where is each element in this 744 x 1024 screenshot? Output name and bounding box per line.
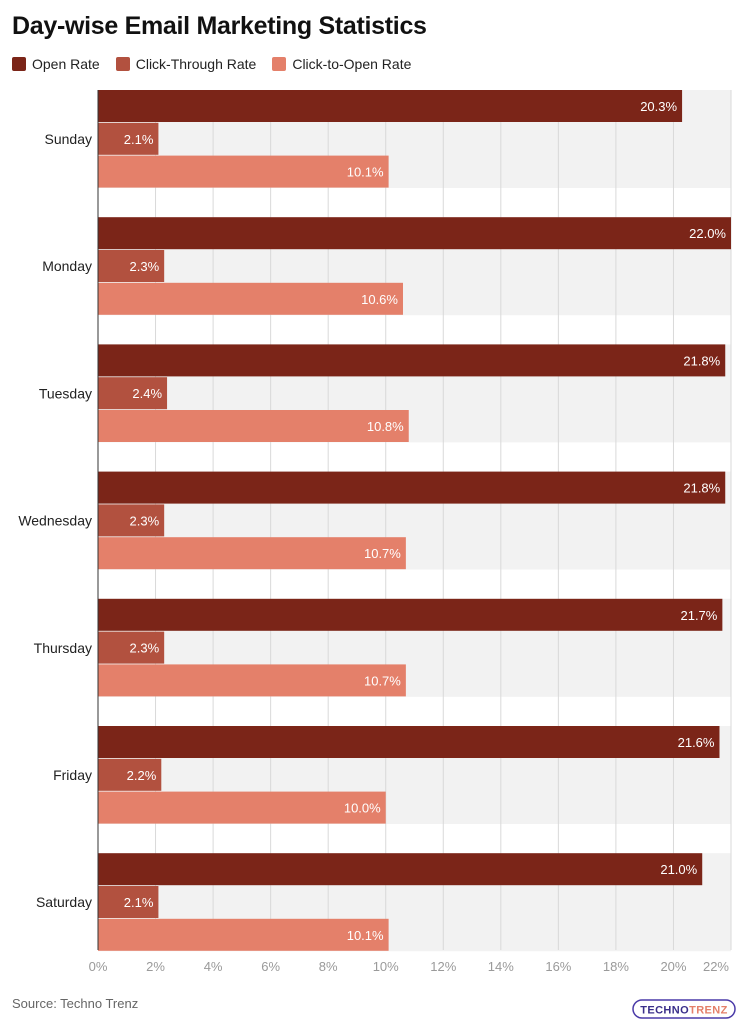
bar-monday-open-rate (98, 217, 731, 250)
x-tick-label: 4% (204, 959, 223, 974)
data-label-thursday-click-to-open-rate: 10.7% (364, 673, 401, 688)
legend-item-click-to-open-rate: Click-to-Open Rate (272, 56, 411, 72)
data-label-saturday-open-rate: 21.0% (660, 862, 697, 877)
bar-thursday-open-rate (98, 598, 723, 631)
chart-title: Day-wise Email Marketing Statistics (12, 12, 427, 40)
x-tick-label: 0% (89, 959, 108, 974)
x-tick-label: 10% (373, 959, 399, 974)
x-tick-label: 14% (488, 959, 514, 974)
data-label-sunday-click-through-rate: 2.1% (124, 132, 154, 147)
x-tick-label: 2% (146, 959, 165, 974)
bar-wednesday-click-to-open-rate (98, 537, 406, 570)
bar-wednesday-click-through-rate (98, 504, 165, 537)
data-label-tuesday-click-to-open-rate: 10.8% (367, 419, 404, 434)
data-label-monday-click-to-open-rate: 10.6% (361, 292, 398, 307)
bar-wednesday-open-rate (98, 471, 726, 504)
data-label-friday-open-rate: 21.6% (678, 735, 715, 750)
legend-swatch-open-rate (12, 57, 26, 71)
y-category-label: Wednesday (18, 513, 92, 529)
bar-thursday-click-to-open-rate (98, 664, 406, 697)
bar-chart: 0% 2% 4% 6% 8% 10% 12% 14% 16% 18% 20% 22% 20.3% 2.1%… (18, 90, 732, 974)
legend-label-click-to-open-rate: Click-to-Open Rate (292, 56, 412, 72)
data-label-friday-click-through-rate: 2.2% (127, 768, 157, 783)
bar-tuesday-click-through-rate (98, 377, 168, 410)
data-label-saturday-click-to-open-rate: 10.1% (347, 928, 384, 943)
data-label-sunday-click-to-open-rate: 10.1% (347, 165, 384, 180)
data-label-tuesday-click-through-rate: 2.4% (132, 386, 162, 401)
bar-sunday-click-through-rate (98, 122, 159, 155)
x-tick-label: 16% (545, 959, 571, 974)
chart-legend: Open Rate Click-Through Rate Click-to-Op… (12, 56, 411, 72)
legend-label-click-through-rate: Click-Through Rate (135, 56, 257, 72)
data-label-tuesday-open-rate: 21.8% (683, 353, 720, 368)
x-tick-label: 18% (603, 959, 629, 974)
svg-text:TECHNOTRENZ: TECHNOTRENZ (640, 1005, 728, 1017)
data-label-sunday-open-rate: 20.3% (640, 99, 677, 114)
bar-saturday-click-through-rate (98, 886, 159, 918)
legend-swatch-click-to-open-rate (272, 57, 287, 71)
x-tick-label: 20% (660, 959, 686, 974)
techno-trenz-logo: TECHNOTRENZ (632, 999, 736, 1019)
bar-sunday-open-rate (98, 90, 683, 122)
data-label-saturday-click-through-rate: 2.1% (124, 895, 154, 910)
legend-item-click-through-rate: Click-Through Rate (115, 56, 257, 72)
bar-saturday-open-rate (98, 853, 703, 886)
bar-sunday-click-to-open-rate (98, 155, 389, 188)
y-category-label: Friday (53, 767, 92, 783)
bar-friday-open-rate (98, 726, 720, 758)
x-tick-label: 12% (430, 959, 456, 974)
data-label-monday-click-through-rate: 2.3% (130, 259, 160, 274)
x-tick-label: 8% (319, 959, 338, 974)
bar-tuesday-open-rate (98, 344, 726, 377)
bar-friday-click-through-rate (98, 758, 162, 791)
data-label-wednesday-click-to-open-rate: 10.7% (364, 546, 401, 561)
bar-saturday-click-to-open-rate (98, 918, 389, 951)
y-category-label: Saturday (36, 894, 92, 910)
logo-text-techno: TECHNO (640, 1005, 689, 1017)
x-tick-label: 22% (703, 959, 729, 974)
bar-thursday-click-through-rate (98, 631, 165, 664)
bar-tuesday-click-to-open-rate (98, 410, 409, 442)
data-label-wednesday-open-rate: 21.8% (683, 481, 720, 496)
legend-item-open-rate: Open Rate (12, 56, 100, 72)
legend-swatch-click-through-rate (115, 57, 130, 71)
logo-text-trenz: TRENZ (689, 1005, 728, 1017)
y-category-label: Thursday (34, 640, 92, 656)
y-category-label: Sunday (45, 131, 92, 147)
data-label-wednesday-click-through-rate: 2.3% (130, 513, 160, 528)
data-label-thursday-click-through-rate: 2.3% (130, 641, 160, 656)
data-label-thursday-open-rate: 21.7% (680, 608, 717, 623)
bar-friday-click-to-open-rate (98, 791, 386, 824)
source-note: Source: Techno Trenz (12, 996, 139, 1011)
data-label-friday-click-to-open-rate: 10.0% (344, 801, 381, 816)
y-category-label: Monday (42, 258, 92, 274)
x-tick-label: 6% (261, 959, 280, 974)
bar-monday-click-to-open-rate (98, 282, 403, 315)
bar-monday-click-through-rate (98, 250, 165, 282)
data-label-monday-open-rate: 22.0% (689, 226, 726, 241)
y-category-label: Tuesday (39, 385, 92, 401)
legend-label-open-rate: Open Rate (32, 56, 100, 72)
